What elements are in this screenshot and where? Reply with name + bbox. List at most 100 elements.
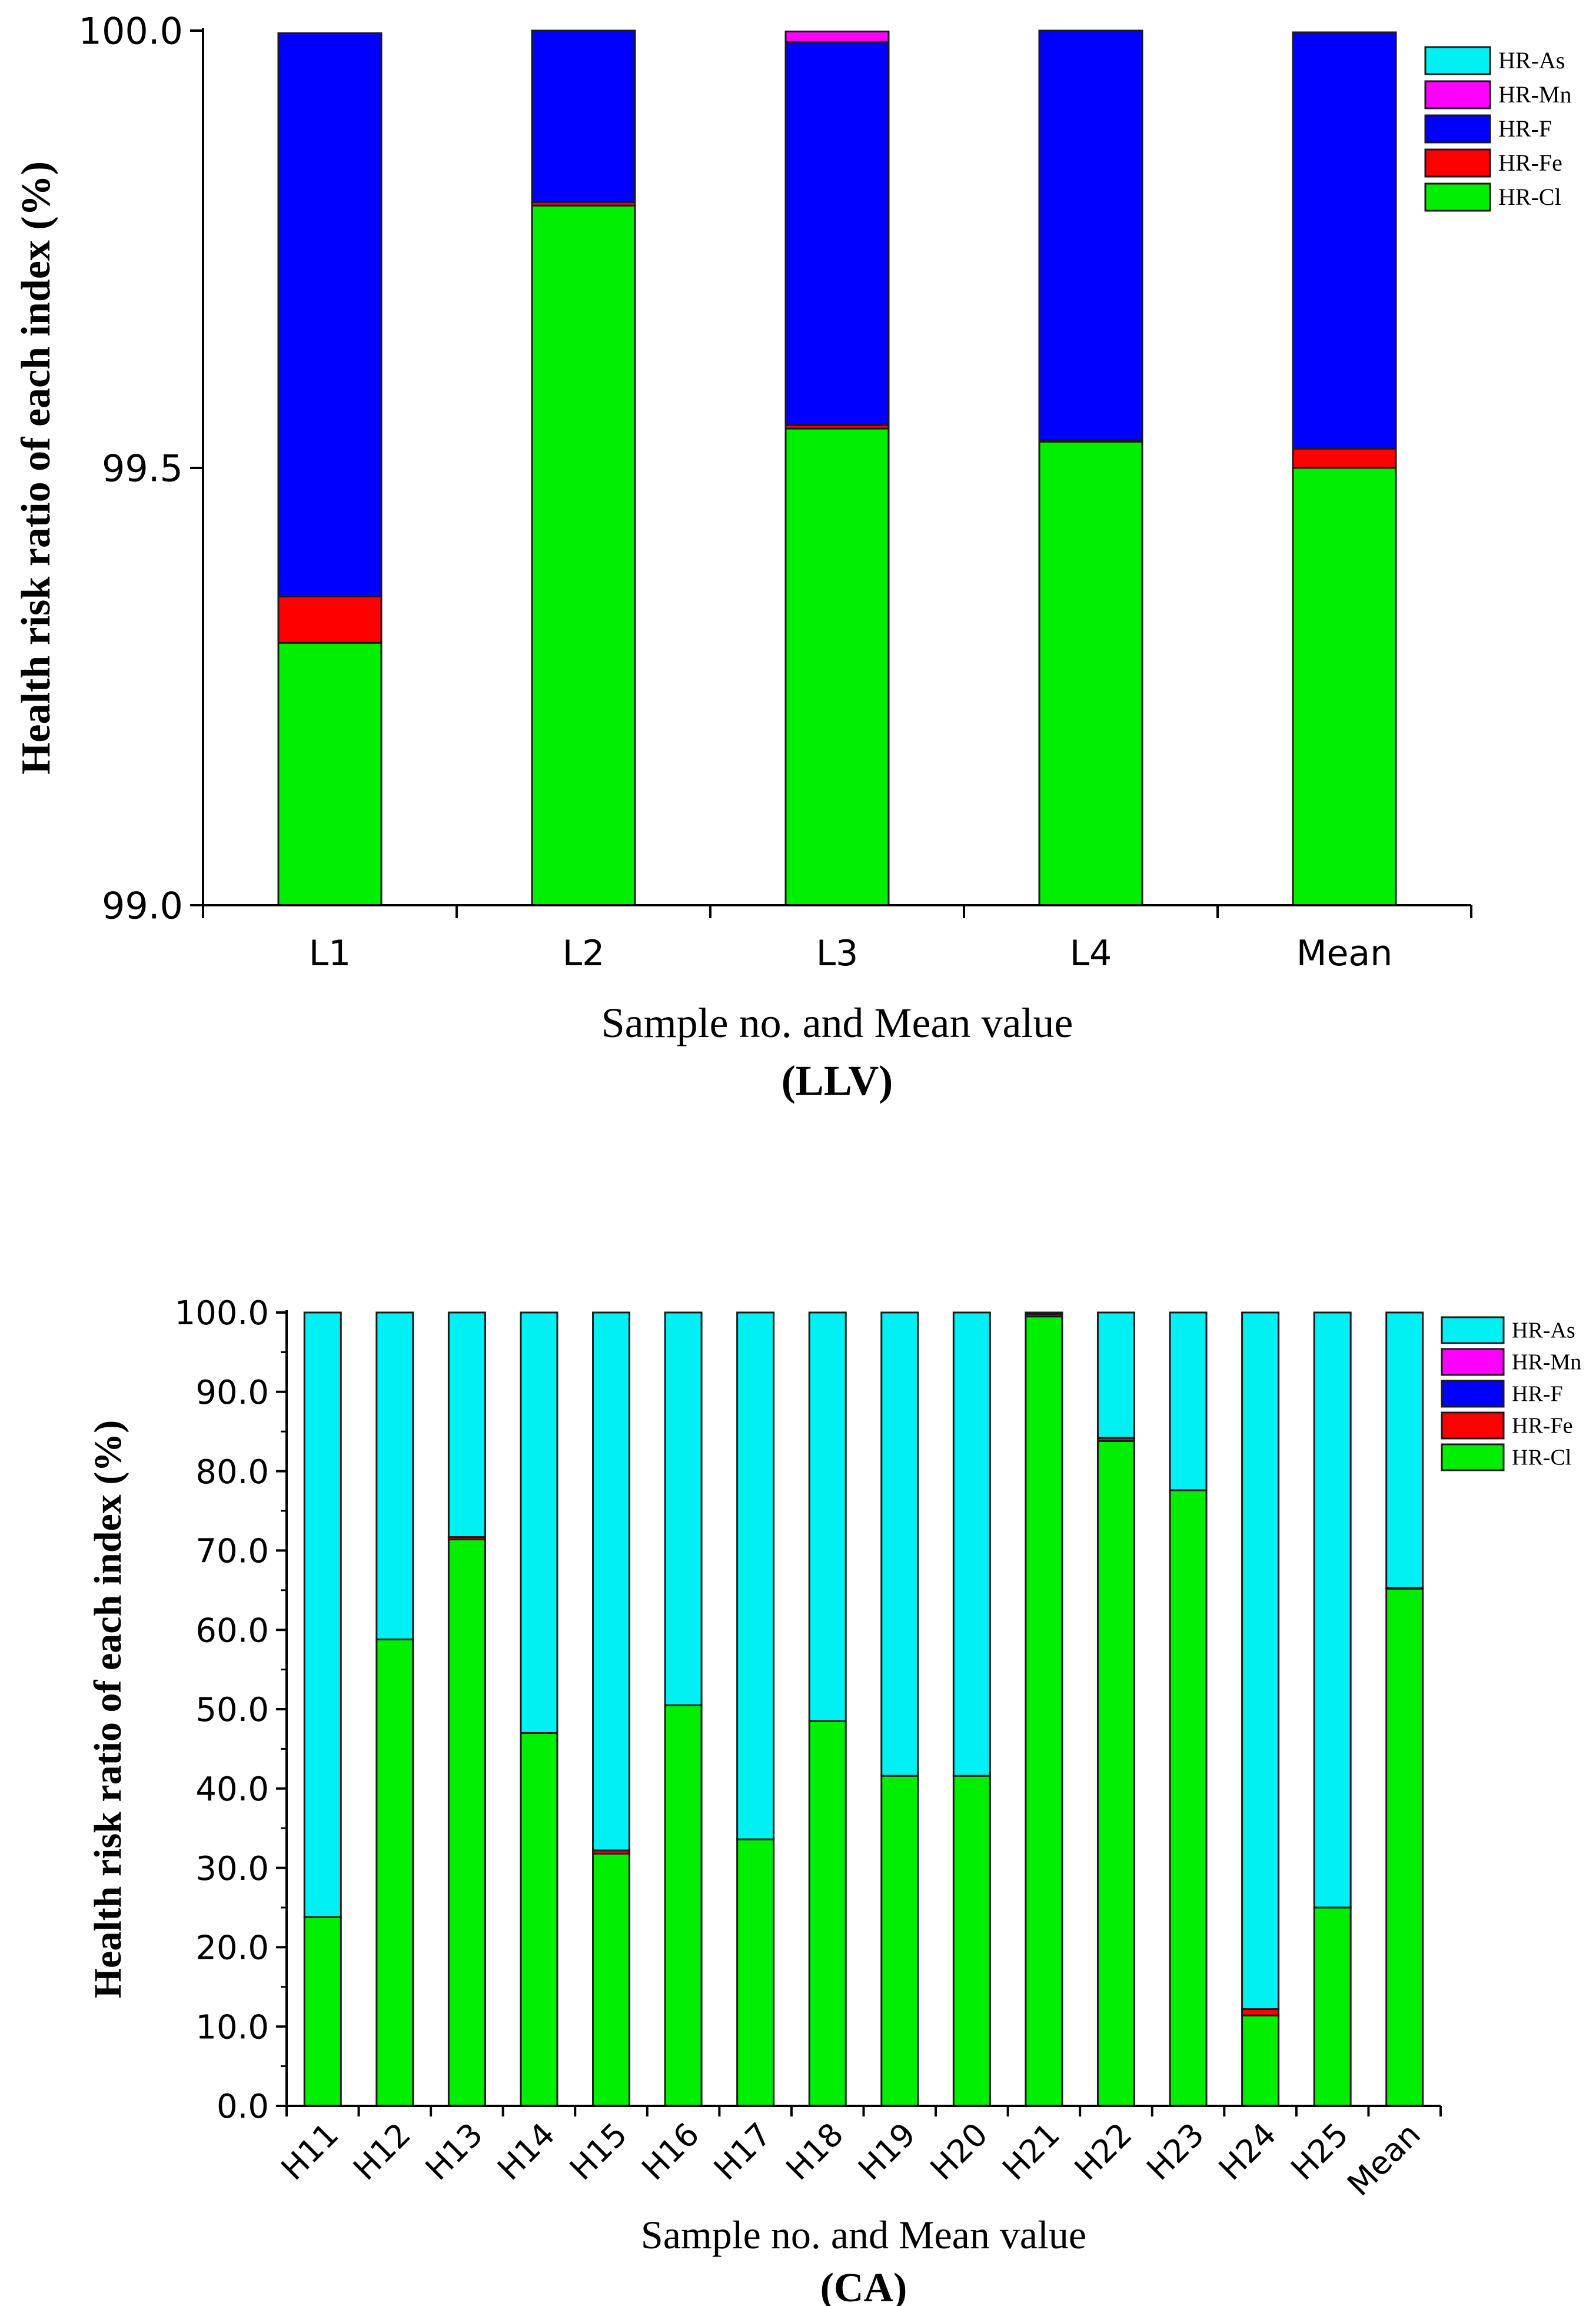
legend-swatch-hr-as bbox=[1441, 1316, 1505, 1344]
bar-segment-ca-h24-hr-fe bbox=[1241, 2008, 1280, 2016]
legend-label-hr-as: HR-As bbox=[1498, 47, 1565, 74]
x-tick-label-ca: H13 bbox=[418, 2116, 490, 2188]
bar-segment-ca-mean-hr-as bbox=[1385, 1311, 1424, 1589]
panel-label-ca: (CA) bbox=[820, 2265, 907, 2306]
legend-label-hr-mn: HR-Mn bbox=[1512, 1350, 1581, 1374]
bar-segment-ca-h15-hr-as bbox=[592, 1311, 631, 1852]
legend-llv: HR-As HR-Mn HR-F HR-Fe HR-Cl bbox=[1424, 46, 1571, 212]
legend-label-hr-cl: HR-Cl bbox=[1498, 184, 1561, 210]
legend-label-hr-as: HR-As bbox=[1512, 1318, 1575, 1343]
bar-segment-llv-l1-hr-f bbox=[277, 32, 383, 597]
y-tick-label-llv: 99.0 bbox=[102, 884, 183, 927]
legend-swatch-hr-cl bbox=[1424, 182, 1491, 212]
bar-segment-llv-mean-hr-cl bbox=[1292, 467, 1397, 906]
x-tick-label-ca: H16 bbox=[634, 2116, 706, 2188]
y-tick-label-ca: 70.0 bbox=[195, 1533, 269, 1571]
y-tick-label-ca: 90.0 bbox=[195, 1374, 269, 1412]
x-tick-label-ca: H14 bbox=[490, 2116, 562, 2188]
chart-llv: 99.0 99.5 100.0 L1 L2 L3 L4 Mean Sample no. and … bbox=[14, 9, 1571, 1104]
bar-segment-llv-l3-hr-f bbox=[784, 41, 890, 426]
y-tick-label-llv: 100.0 bbox=[79, 9, 184, 52]
x-tick-label-llv: L3 bbox=[816, 933, 859, 974]
bar-segment-ca-h20-hr-cl bbox=[952, 1775, 991, 2107]
bar-segment-llv-l1-hr-fe bbox=[277, 595, 383, 644]
bar-segment-ca-h24-hr-as bbox=[1241, 1311, 1280, 2011]
bar-segment-ca-h23-hr-as bbox=[1169, 1311, 1208, 1491]
y-tick-label-ca: 100.0 bbox=[175, 1294, 269, 1333]
bar-segment-ca-h14-hr-as bbox=[520, 1311, 558, 1734]
legend-swatch-hr-mn bbox=[1441, 1348, 1505, 1376]
y-tick-label-ca: 80.0 bbox=[195, 1453, 269, 1491]
x-axis-title-ca: Sample no. and Mean value bbox=[641, 2212, 1086, 2257]
bar-segment-ca-h23-hr-cl bbox=[1169, 1489, 1208, 2107]
legend-swatch-hr-fe bbox=[1441, 1411, 1505, 1440]
bar-segment-llv-l1-hr-cl bbox=[277, 642, 383, 906]
legend-swatch-hr-cl bbox=[1441, 1443, 1505, 1471]
panel-label-llv: (LLV) bbox=[782, 1057, 893, 1104]
bar-segment-ca-h24-hr-cl bbox=[1241, 2014, 1280, 2107]
chart-ca: 0.0 10.0 20.0 30.0 40.0 50.0 60.0 70.0 80.0 90.0 1… bbox=[87, 1294, 1581, 2306]
y-tick-label-ca: 30.0 bbox=[195, 1850, 269, 1888]
x-axis-title-llv: Sample no. and Mean value bbox=[601, 999, 1073, 1046]
legend-swatch-hr-as bbox=[1424, 46, 1491, 75]
bar-segment-ca-h17-hr-cl bbox=[736, 1838, 775, 2107]
bar-segment-llv-l2-hr-cl bbox=[531, 204, 636, 906]
x-tick-label-llv: Mean bbox=[1296, 933, 1392, 974]
bar-segment-ca-h12-hr-cl bbox=[375, 1638, 414, 2107]
bar-segment-ca-mean-hr-cl bbox=[1385, 1587, 1424, 2107]
bar-segment-llv-mean-hr-mn bbox=[1292, 31, 1397, 34]
bar-segment-llv-l2-hr-f bbox=[531, 29, 636, 203]
bar-segment-llv-mean-hr-fe bbox=[1292, 447, 1397, 469]
x-tick-label-ca: H15 bbox=[563, 2116, 634, 2188]
x-tick-label-ca: H21 bbox=[995, 2116, 1067, 2188]
legend-swatch-hr-mn bbox=[1424, 80, 1491, 109]
legend-swatch-hr-f bbox=[1441, 1380, 1505, 1408]
bar-segment-ca-h16-hr-cl bbox=[664, 1704, 703, 2107]
bar-segment-ca-h18-hr-cl bbox=[808, 1720, 847, 2107]
x-tick-label-llv: L2 bbox=[563, 933, 605, 974]
legend-label-hr-fe: HR-Fe bbox=[1498, 149, 1562, 176]
y-tick-label-llv: 99.5 bbox=[102, 447, 183, 490]
bar-segment-ca-h11-hr-as bbox=[303, 1311, 342, 1918]
legend-swatch-hr-f bbox=[1424, 114, 1491, 144]
y-axis-title-llv: Health risk ratio of each index (%) bbox=[14, 161, 59, 775]
y-tick-label-ca: 40.0 bbox=[195, 1770, 269, 1809]
bar-segment-ca-h21-hr-as bbox=[1025, 1311, 1063, 1315]
x-tick-label-ca: H17 bbox=[707, 2116, 779, 2188]
bar-segment-ca-h22-hr-as bbox=[1096, 1311, 1135, 1439]
legend-swatch-hr-fe bbox=[1424, 148, 1491, 178]
bar-segment-ca-h19-hr-as bbox=[880, 1311, 919, 1777]
x-tick-label-ca: H18 bbox=[779, 2116, 851, 2188]
x-tick-label-ca: H11 bbox=[274, 2116, 346, 2188]
bar-segment-ca-h21-hr-cl bbox=[1025, 1315, 1063, 2107]
legend-label-hr-fe: HR-Fe bbox=[1512, 1413, 1572, 1438]
bar-segment-ca-h15-hr-cl bbox=[592, 1852, 631, 2107]
bar-segment-ca-h14-hr-cl bbox=[520, 1732, 558, 2107]
bar-segment-ca-h18-hr-as bbox=[808, 1311, 847, 1722]
bar-segment-ca-h13-hr-cl bbox=[447, 1539, 486, 2107]
bar-segment-ca-h16-hr-as bbox=[664, 1311, 703, 1706]
bar-segment-llv-l4-hr-cl bbox=[1038, 440, 1143, 906]
y-tick-label-ca: 0.0 bbox=[217, 2088, 269, 2126]
bar-segment-ca-h25-hr-cl bbox=[1313, 1906, 1352, 2107]
legend-ca: HR-As HR-Mn HR-F HR-Fe HR-Cl bbox=[1441, 1316, 1581, 1471]
legend-label-hr-cl: HR-Cl bbox=[1512, 1445, 1571, 1470]
y-tick-label-ca: 10.0 bbox=[195, 2008, 269, 2046]
bar-segment-ca-h22-hr-cl bbox=[1096, 1440, 1135, 2107]
x-tick-label-ca: H19 bbox=[851, 2116, 923, 2188]
x-tick-label-ca: H24 bbox=[1212, 2116, 1284, 2188]
bar-segment-llv-mean-hr-f bbox=[1292, 32, 1397, 450]
bar-segment-ca-h25-hr-as bbox=[1313, 1311, 1352, 1909]
x-tick-label-llv: L4 bbox=[1070, 933, 1112, 974]
x-tick-label-ca: H22 bbox=[1068, 2116, 1139, 2188]
y-tick-label-ca: 60.0 bbox=[195, 1611, 269, 1650]
x-tick-label-ca: H23 bbox=[1139, 2116, 1211, 2188]
bar-segment-ca-h12-hr-as bbox=[375, 1311, 414, 1640]
bar-segment-ca-h20-hr-as bbox=[952, 1311, 991, 1777]
y-tick-label-ca: 20.0 bbox=[195, 1929, 269, 1968]
bar-segment-llv-l3-hr-mn bbox=[784, 30, 890, 43]
y-tick-label-ca: 50.0 bbox=[195, 1691, 269, 1729]
bar-segment-llv-l3-hr-cl bbox=[784, 427, 890, 906]
bar-segment-ca-h11-hr-cl bbox=[303, 1916, 342, 2107]
x-tick-label-ca: H20 bbox=[923, 2116, 995, 2188]
